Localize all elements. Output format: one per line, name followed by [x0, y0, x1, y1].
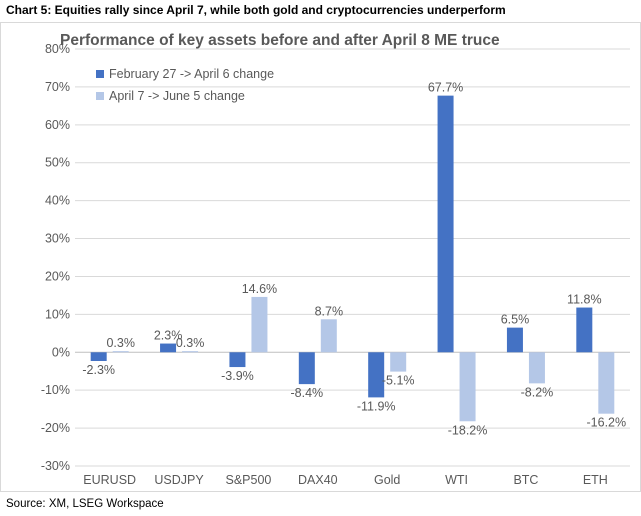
y-tick-label: -10%	[41, 383, 70, 397]
bar-eurusd-series-1	[90, 352, 107, 361]
y-tick-label: 60%	[45, 118, 70, 132]
x-category-label: ETH	[583, 473, 608, 487]
bar-chart: Performance of key assets before and aft…	[0, 22, 641, 492]
bar-sp500-series-1	[229, 352, 246, 368]
x-category-label: EURUSD	[83, 473, 136, 487]
x-category-label: S&P500	[226, 473, 272, 487]
data-label: 8.7%	[315, 304, 344, 318]
y-tick-label: 10%	[45, 307, 70, 321]
y-tick-label: 70%	[45, 80, 70, 94]
data-label: -8.4%	[290, 386, 323, 400]
source-note: Source: XM, LSEG Workspace	[6, 498, 164, 510]
bar-usdjpy-series-2	[182, 351, 199, 353]
y-tick-label: -30%	[41, 459, 70, 473]
y-tick-label: 20%	[45, 269, 70, 283]
chart-title: Performance of key assets before and aft…	[60, 32, 500, 49]
x-category-label: DAX40	[298, 473, 338, 487]
bar-sp500-series-2	[251, 296, 268, 353]
data-label: 6.5%	[501, 313, 530, 327]
data-label: 11.8%	[567, 293, 602, 307]
data-label: -3.9%	[221, 369, 254, 383]
data-label: -16.2%	[587, 416, 627, 430]
data-label: -2.3%	[82, 363, 115, 377]
bar-dax40-series-1	[298, 352, 315, 385]
x-category-label: USDJPY	[154, 473, 204, 487]
bar-usdjpy-series-1	[160, 343, 177, 353]
bar-eth-series-1	[576, 307, 593, 353]
legend-label-series-2: April 7 -> June 5 change	[109, 89, 245, 103]
legend-swatch-series-1	[96, 70, 104, 78]
y-tick-label: -20%	[41, 421, 70, 435]
chart-frame: Performance of key assets before and aft…	[0, 22, 641, 492]
x-category-label: WTI	[445, 473, 468, 487]
data-label: 2.3%	[154, 329, 183, 343]
legend: February 27 -> April 6 change April 7 ->…	[96, 67, 274, 103]
data-label: 0.3%	[176, 336, 205, 350]
y-tick-label: 40%	[45, 194, 70, 208]
y-tick-label: 80%	[45, 42, 70, 56]
y-tick-label: 0%	[52, 345, 70, 359]
data-label: -5.1%	[382, 374, 415, 388]
x-axis-categories: EURUSD USDJPY S&P500 DAX40 Gold WTI BTC ETH	[83, 473, 608, 487]
data-label: 14.6%	[242, 282, 277, 296]
data-label: -8.2%	[521, 385, 554, 399]
legend-swatch-series-2	[96, 92, 104, 100]
y-axis-ticks: -30% -20% -10% 0% 10% 20% 30% 40% 50% 60% 70% 80%	[41, 42, 70, 473]
data-label: 0.3%	[106, 336, 135, 350]
y-tick-label: 30%	[45, 232, 70, 246]
bar-eurusd-series-2	[112, 351, 129, 353]
chart-caption: Chart 5: Equities rally since April 7, w…	[6, 3, 506, 17]
x-category-label: Gold	[374, 473, 400, 487]
bar-btc-series-2	[528, 352, 545, 384]
y-tick-label: 50%	[45, 156, 70, 170]
data-label: 67.7%	[428, 81, 463, 95]
bar-wti-series-1	[437, 95, 454, 353]
gridlines	[75, 48, 630, 467]
x-category-label: BTC	[513, 473, 538, 487]
bar-dax40-series-2	[320, 319, 337, 353]
chart-border	[0, 22, 641, 492]
bars	[90, 95, 615, 422]
data-label: -18.2%	[448, 423, 488, 437]
bar-gold-series-1	[368, 352, 385, 398]
bar-eth-series-2	[598, 352, 615, 414]
bar-btc-series-1	[506, 327, 523, 353]
data-label: -11.9%	[357, 399, 396, 413]
data-labels: -2.3%0.3%2.3%0.3%-3.9%14.6%-8.4%8.7%-11.…	[82, 81, 626, 438]
legend-label-series-1: February 27 -> April 6 change	[109, 67, 274, 81]
bar-wti-series-2	[459, 352, 476, 422]
bar-gold-series-2	[390, 352, 407, 372]
